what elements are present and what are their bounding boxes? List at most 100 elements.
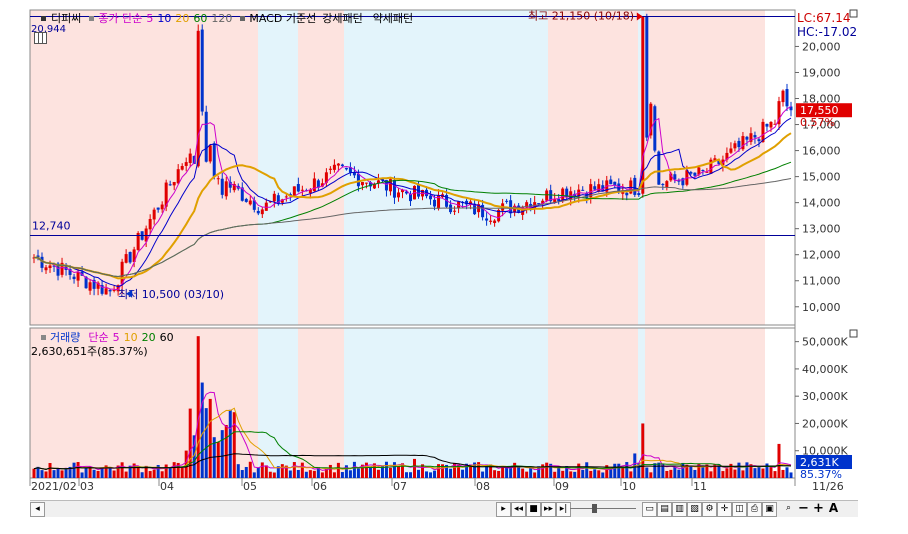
candle-body — [252, 200, 256, 210]
volume-bar — [284, 465, 288, 478]
volume-bar — [413, 458, 417, 478]
settings-icon[interactable]: ⚙ — [702, 502, 717, 517]
candle-body — [437, 195, 441, 209]
vol-ma-period-5[interactable]: 5 — [112, 330, 120, 344]
candle-body — [525, 202, 529, 208]
volume-tick-label-1: 40,000K — [802, 363, 848, 376]
macd-baseline-label[interactable]: MACD 기준선 — [249, 12, 317, 25]
volume-bar — [376, 469, 380, 478]
zoom-slider-thumb[interactable] — [592, 504, 597, 513]
grid-icon[interactable] — [34, 32, 47, 44]
ma-period-120[interactable]: 120 — [211, 11, 233, 25]
candle-body — [60, 262, 64, 275]
candle-body — [789, 106, 793, 111]
volume-bar — [336, 462, 340, 478]
vol-ma-label[interactable]: 단순 — [88, 331, 109, 344]
volume-bar — [497, 470, 501, 478]
zoom-out-button[interactable]: − — [798, 501, 809, 516]
volume-bar — [52, 470, 56, 478]
volume-bar — [577, 463, 581, 478]
candle-body — [661, 184, 665, 186]
candle-body — [753, 135, 757, 138]
volume-bar — [441, 464, 445, 478]
candle-body — [665, 181, 669, 188]
price-tick-label-3: 17,000 — [802, 119, 841, 132]
chart-overlay: 최고 21,150 (10/18) 최저 10,500 (03/10) 12,740… — [30, 9, 858, 481]
vol-ma-period-20[interactable]: 20 — [141, 330, 156, 344]
compare-icon[interactable]: ▧ — [687, 502, 702, 517]
candle-body — [216, 178, 220, 180]
candle-body — [697, 167, 701, 175]
play-icon[interactable]: ▸ — [496, 502, 511, 517]
candle-body — [589, 184, 593, 198]
volume-bar — [741, 470, 745, 478]
price-tick-label-8: 12,000 — [802, 249, 841, 262]
end-icon[interactable]: ▸| — [556, 502, 571, 517]
volume-bar — [789, 472, 793, 478]
candle-body — [733, 143, 737, 149]
volume-bar — [673, 466, 677, 478]
vol-ma-period-60[interactable]: 60 — [159, 330, 174, 344]
volume-bar — [180, 467, 184, 478]
candle-body — [553, 199, 557, 203]
step-forward-icon[interactable]: ▸▸ — [541, 502, 556, 517]
bear-pattern-label[interactable]: 약세패턴 — [372, 12, 414, 25]
ma-period-60[interactable]: 60 — [193, 11, 208, 25]
font-size-button[interactable]: A — [828, 501, 839, 515]
layout-icon[interactable]: ▭ — [642, 502, 657, 517]
candle-body — [425, 189, 429, 197]
band-volume-2 — [88, 328, 160, 478]
panel-close-icon — [849, 9, 858, 18]
volume-bar — [140, 472, 144, 478]
band-price-1 — [42, 10, 88, 325]
volume-bar — [132, 463, 136, 478]
zoom-in-button[interactable]: + — [813, 501, 824, 516]
step-back-icon[interactable]: ◂◂ — [511, 502, 526, 517]
bull-pattern-label[interactable]: 강세패턴 — [322, 12, 363, 25]
save-icon[interactable]: ▣ — [762, 502, 777, 517]
candle-body — [404, 191, 408, 194]
candle-body — [637, 193, 641, 196]
volume-bar — [717, 464, 721, 478]
zoom-slider[interactable] — [570, 508, 636, 509]
candle-body — [368, 182, 372, 187]
top-left-value: 20,944 — [31, 24, 66, 35]
ma-line-10 — [33, 117, 792, 288]
candle-body — [549, 190, 553, 202]
crosshair-icon[interactable]: ✛ — [717, 502, 732, 517]
volume-bar — [92, 469, 96, 478]
candle-body — [200, 29, 204, 112]
ma-period-20[interactable]: 20 — [175, 11, 190, 25]
band-volume-9 — [638, 328, 645, 478]
low-arrow-icon — [126, 289, 133, 298]
print-icon[interactable]: ⎙ — [747, 502, 762, 517]
ma-label[interactable]: 종가 단순 — [98, 12, 143, 25]
price-legend: 디피씨 종가 단순 5 10 20 60 120 MACD 기준선 강세패턴 약… — [41, 11, 413, 25]
indicator-icon[interactable]: ◫ — [732, 502, 747, 517]
volume-bar — [340, 472, 344, 478]
ma-period-10[interactable]: 10 — [157, 11, 172, 25]
volume-tick-label-3: 20,000K — [802, 417, 848, 430]
search-icon[interactable]: ⌕ — [785, 503, 792, 513]
candle-body — [657, 151, 661, 185]
candle-body — [613, 181, 617, 186]
stop-icon[interactable]: ■ — [526, 502, 541, 517]
volume-name[interactable]: 거래량 — [50, 331, 81, 344]
volume-bar — [48, 463, 52, 478]
ma-line-120 — [33, 178, 792, 278]
ma-period-5[interactable]: 5 — [146, 11, 154, 25]
volume-bar — [745, 462, 749, 478]
volume-bar — [240, 470, 244, 478]
split-icon[interactable]: ▤ — [657, 502, 672, 517]
volume-bar — [244, 466, 248, 478]
candle-body — [545, 190, 549, 201]
candle-type-icon[interactable]: ▥ — [672, 502, 687, 517]
scroll-left-icon[interactable]: ◂ — [30, 502, 45, 517]
candle-body — [356, 173, 360, 187]
vol-ma-period-10[interactable]: 10 — [123, 330, 138, 344]
volume-bar — [312, 470, 316, 478]
x-tick-label-6: 08 — [476, 480, 490, 493]
stock-name[interactable]: 디피씨 — [51, 12, 82, 25]
price-tick-label-2: 18,000 — [802, 93, 841, 106]
